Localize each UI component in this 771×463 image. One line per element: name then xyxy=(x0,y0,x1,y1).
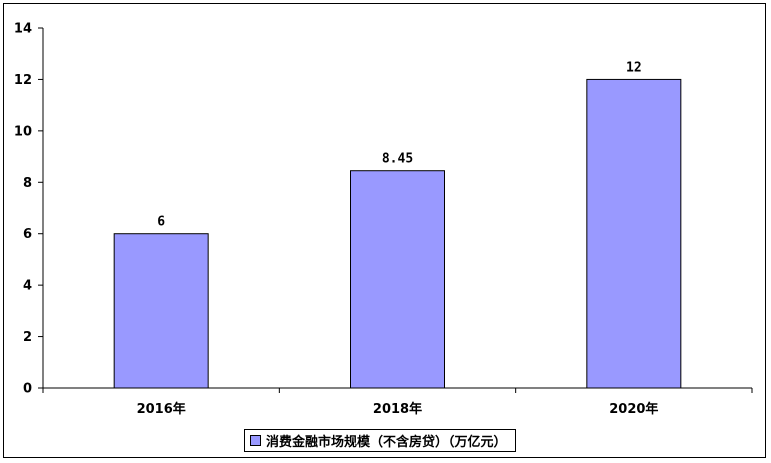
y-tick-label: 10 xyxy=(14,124,32,139)
x-tick-label: 2016年 xyxy=(137,401,186,417)
chart-labels: 6 2016年 8.45 2018年 12 2020年 xyxy=(137,60,659,417)
y-tick-label: 14 xyxy=(14,22,32,37)
data-label: 8.45 xyxy=(382,152,413,167)
chart-legend: 消费金融市场规模（不含房贷）（万亿元） xyxy=(244,429,516,452)
bar xyxy=(113,233,209,389)
chart-bars xyxy=(113,78,682,389)
legend-swatch xyxy=(250,435,261,446)
y-tick-label: 6 xyxy=(23,227,32,242)
y-tick-label: 12 xyxy=(14,73,32,88)
x-tick-label: 2020年 xyxy=(609,401,658,417)
bar xyxy=(586,78,682,389)
data-label: 12 xyxy=(626,60,642,75)
y-tick-label: 0 xyxy=(23,382,32,397)
y-tick-label: 2 xyxy=(23,330,32,345)
x-tick-label: 2018年 xyxy=(373,401,422,417)
data-label: 6 xyxy=(157,215,165,230)
y-tick-label: 4 xyxy=(23,279,32,294)
y-tick-label: 8 xyxy=(23,176,32,191)
bar xyxy=(350,170,445,389)
legend-label: 消费金融市场规模（不含房贷）（万亿元） xyxy=(266,435,507,450)
